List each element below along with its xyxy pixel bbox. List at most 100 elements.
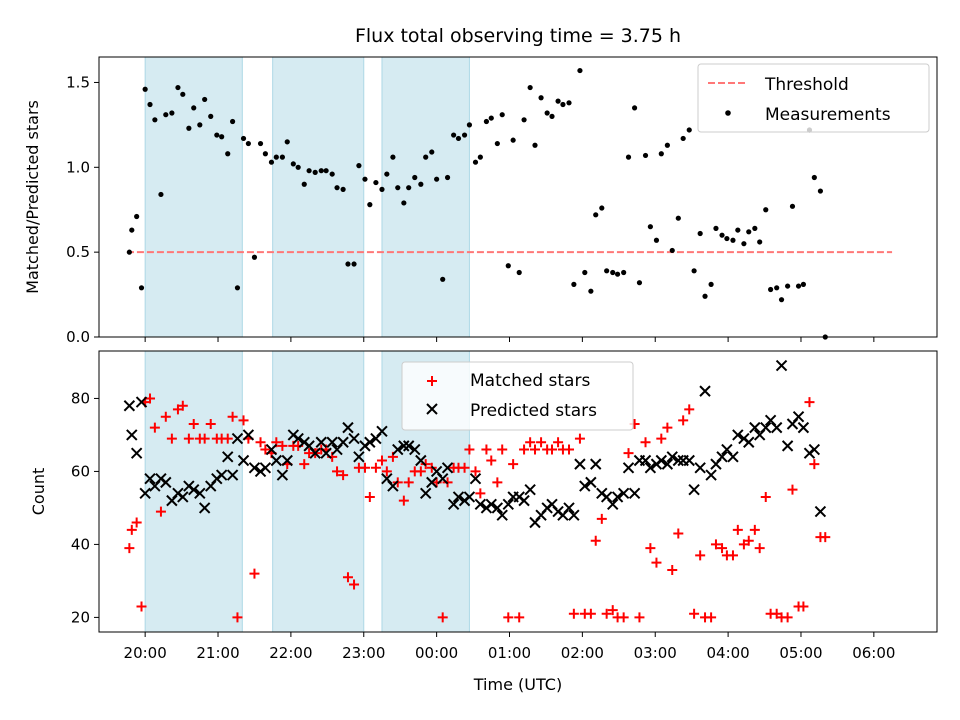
matched-star-point (710, 539, 721, 550)
measurement-point (240, 135, 247, 142)
predicted-star-point (198, 502, 211, 514)
matched-star-point (623, 448, 634, 459)
measurement-point (301, 181, 307, 187)
predicted-star-point (617, 487, 630, 500)
predicted-star-point (326, 436, 338, 448)
matched-star-point (787, 484, 798, 495)
measurement-point (549, 113, 555, 119)
matched-star-point (277, 440, 288, 451)
measurement-point (795, 283, 802, 289)
measurement-point (219, 134, 225, 140)
measurement-point (741, 241, 747, 247)
measurement-point (604, 268, 610, 274)
predicted-star-point (694, 462, 706, 474)
count-y-tick-label: 40 (71, 535, 90, 553)
ratio-panel: 0.0 0.5 1.0 1.5 Threshold Measurements (66, 56, 938, 346)
predicted-star-point (419, 487, 432, 500)
predicted-star-point (485, 498, 497, 510)
measurement-point (691, 268, 697, 274)
predicted-star-point (126, 429, 138, 441)
predicted-star-point (628, 487, 641, 500)
matched-star-point (155, 506, 166, 517)
predicted-star-point (309, 447, 321, 459)
matched-star-point (525, 437, 536, 448)
ratio-legend: Threshold Measurements (697, 63, 930, 133)
matched-star-point (684, 404, 695, 415)
measurement-point (669, 247, 675, 254)
measurement-point (778, 297, 785, 303)
matched-star-point (695, 550, 706, 561)
predicted-star-point (177, 491, 189, 503)
matched-star-point (492, 477, 503, 488)
predicted-star-point (337, 436, 349, 448)
matched-star-point (798, 601, 809, 612)
matched-star-point (585, 608, 596, 619)
predicted-star-point (502, 498, 514, 510)
ratio-y-tick-label: 0.0 (66, 328, 90, 346)
legend-predicted-label: Predicted stars (470, 401, 597, 421)
x-tick-label: 06:00 (852, 644, 895, 662)
predicted-star-point (398, 440, 410, 452)
predicted-star-point (426, 476, 438, 489)
predicted-star-point (611, 491, 624, 503)
matched-star-point (667, 564, 678, 575)
measurement-point (356, 163, 362, 169)
predicted-star-point (130, 447, 143, 459)
measurement-point (746, 229, 752, 235)
predicted-star-point (415, 454, 427, 467)
predicted-star-point (568, 509, 580, 521)
measurement-point (461, 132, 468, 138)
predicted-star-point (463, 491, 476, 503)
measurement-point (466, 122, 473, 128)
measurement-point (768, 286, 774, 293)
matched-star-point (232, 612, 243, 623)
matched-star-point (381, 466, 392, 477)
chart-title: Flux total observing time = 3.75 h (355, 25, 681, 47)
matched-star-point (227, 411, 238, 422)
predicted-star-point (699, 385, 711, 397)
matched-star-point (662, 422, 673, 433)
matched-star-point (503, 612, 514, 623)
measurement-point (423, 154, 429, 160)
matched-star-point (514, 612, 525, 623)
predicted-star-point (188, 483, 200, 496)
predicted-star-point (792, 410, 805, 423)
matched-star-point (645, 543, 656, 554)
measurement-point (763, 207, 769, 213)
matched-star-point (464, 444, 475, 455)
measurement-point (789, 203, 796, 209)
measurement-point (290, 161, 296, 167)
measurement-point (175, 84, 181, 91)
matched-star-point (459, 462, 470, 473)
matched-star-point (782, 612, 793, 623)
predicted-star-point (139, 487, 151, 500)
matched-star-point (727, 550, 738, 561)
measurement-point (134, 213, 140, 220)
measurement-point (582, 269, 588, 276)
matched-star-point (553, 437, 564, 448)
matched-star-point (238, 415, 249, 426)
measurement-point (516, 269, 522, 276)
measurement-point (412, 174, 418, 181)
measurement-point (483, 118, 490, 125)
matched-star-point (820, 532, 831, 543)
measurement-point (208, 113, 214, 119)
count-plot-frame (98, 350, 938, 633)
predicted-star-point (237, 454, 250, 467)
predicted-star-point (353, 451, 365, 463)
measurement-point (186, 125, 192, 131)
predicted-star-point (655, 454, 668, 467)
legend-threshold-label: Threshold (764, 75, 849, 95)
measurement-point (560, 101, 566, 108)
matched-star-point (809, 459, 820, 470)
matched-star-point (568, 608, 579, 619)
matched-star-point (547, 444, 558, 455)
measurement-point (262, 151, 268, 157)
count-legend: Matched stars Predicted stars (401, 361, 634, 431)
predicted-star-point (436, 473, 449, 485)
matched-star-point (706, 612, 717, 623)
measurement-point (152, 117, 158, 123)
predicted-star-point (215, 469, 228, 481)
legend-predicted-swatch (426, 403, 438, 415)
predicted-star-point (276, 469, 289, 481)
